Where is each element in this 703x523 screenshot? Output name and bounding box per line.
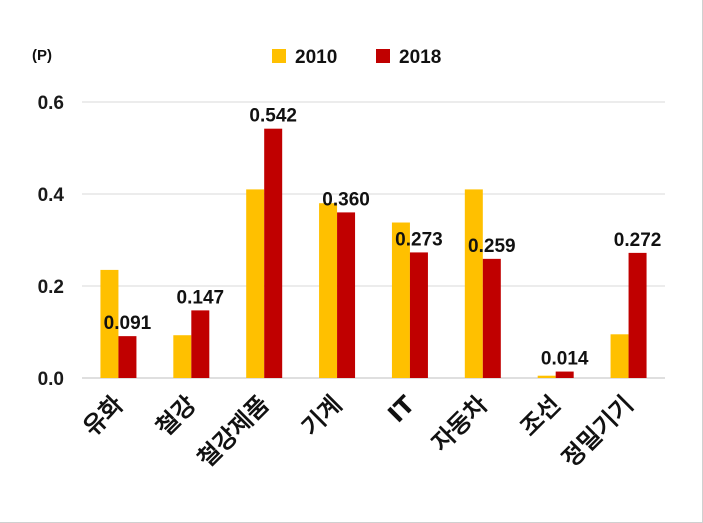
data-label-2018-3: 0.360 bbox=[322, 189, 370, 210]
legend-swatch-2010 bbox=[272, 49, 286, 63]
bar-2018-4 bbox=[409, 252, 428, 378]
bar-2018-5 bbox=[482, 258, 501, 378]
bar-2010-5 bbox=[464, 189, 483, 378]
data-label-2018-5: 0.259 bbox=[468, 236, 516, 257]
category-label-4: IT bbox=[382, 390, 420, 428]
bar-2018-7 bbox=[628, 252, 647, 378]
data-label-2018-1: 0.147 bbox=[177, 287, 225, 308]
legend-label-2010: 2010 bbox=[295, 47, 337, 68]
data-label-2018-7: 0.272 bbox=[614, 230, 662, 251]
legend-label-2018: 2018 bbox=[399, 47, 441, 68]
y-tick-label: 0.6 bbox=[38, 93, 64, 114]
bar-2010-0 bbox=[100, 269, 119, 378]
data-label-2018-4: 0.273 bbox=[395, 229, 443, 250]
data-label-2018-0: 0.091 bbox=[104, 313, 152, 334]
bar-2010-4 bbox=[391, 222, 410, 378]
bar-2010-6 bbox=[537, 375, 556, 378]
bar-2010-2 bbox=[246, 189, 265, 378]
bar-2018-0 bbox=[118, 336, 137, 378]
category-label-1: 철강 bbox=[151, 390, 202, 441]
category-label-2: 철강제품 bbox=[192, 390, 274, 472]
legend-swatch-2018 bbox=[376, 49, 390, 63]
bar-2010-7 bbox=[610, 334, 629, 378]
bar-2018-2 bbox=[264, 128, 283, 378]
y-tick-label: 0.2 bbox=[38, 277, 64, 298]
category-label-6: 조선 bbox=[515, 390, 566, 441]
data-label-2018-2: 0.542 bbox=[249, 106, 297, 127]
category-label-7: 정밀기기 bbox=[557, 390, 639, 472]
bar-2010-1 bbox=[173, 335, 192, 378]
y-tick-label: 0.4 bbox=[38, 185, 65, 206]
data-label-2018-6: 0.014 bbox=[541, 349, 589, 370]
bar-2010-3 bbox=[319, 203, 338, 378]
category-label-3: 기계 bbox=[296, 390, 347, 441]
bar-2018-6 bbox=[555, 371, 574, 378]
category-label-0: 유화 bbox=[78, 390, 129, 441]
bar-2018-3 bbox=[337, 212, 356, 378]
y-tick-label: 0.0 bbox=[38, 369, 64, 390]
bar-2018-1 bbox=[191, 310, 210, 378]
category-label-5: 자동차 bbox=[426, 390, 493, 457]
y-unit-label: (P) bbox=[32, 47, 52, 64]
